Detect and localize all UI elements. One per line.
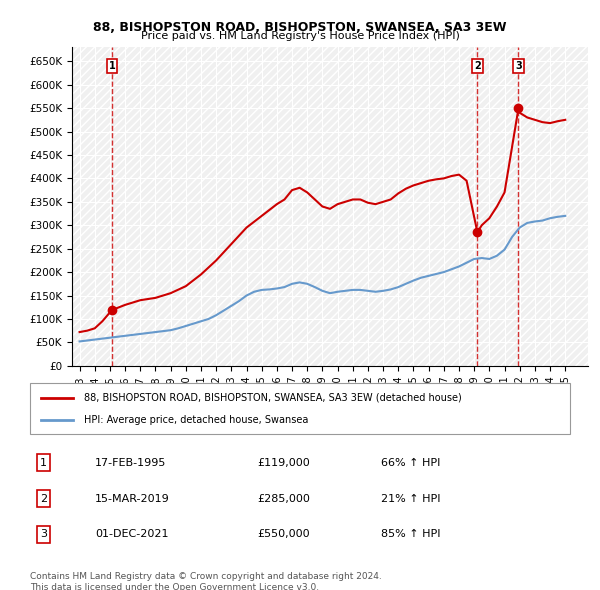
Text: Price paid vs. HM Land Registry's House Price Index (HPI): Price paid vs. HM Land Registry's House … [140, 31, 460, 41]
Text: £550,000: £550,000 [257, 529, 310, 539]
Text: HPI: Average price, detached house, Swansea: HPI: Average price, detached house, Swan… [84, 415, 308, 425]
Text: 85% ↑ HPI: 85% ↑ HPI [381, 529, 440, 539]
Text: 3: 3 [40, 529, 47, 539]
Text: 01-DEC-2021: 01-DEC-2021 [95, 529, 168, 539]
Text: 2: 2 [474, 61, 481, 71]
Text: 21% ↑ HPI: 21% ↑ HPI [381, 494, 440, 503]
Text: 2: 2 [40, 494, 47, 503]
Text: £119,000: £119,000 [257, 458, 310, 468]
Text: 66% ↑ HPI: 66% ↑ HPI [381, 458, 440, 468]
Text: 15-MAR-2019: 15-MAR-2019 [95, 494, 170, 503]
Text: £285,000: £285,000 [257, 494, 310, 503]
Text: 88, BISHOPSTON ROAD, BISHOPSTON, SWANSEA, SA3 3EW: 88, BISHOPSTON ROAD, BISHOPSTON, SWANSEA… [93, 21, 507, 34]
FancyBboxPatch shape [30, 384, 570, 434]
Text: 17-FEB-1995: 17-FEB-1995 [95, 458, 166, 468]
Text: 3: 3 [515, 61, 522, 71]
Text: 1: 1 [109, 61, 115, 71]
Text: Contains HM Land Registry data © Crown copyright and database right 2024.
This d: Contains HM Land Registry data © Crown c… [30, 572, 382, 590]
Text: 88, BISHOPSTON ROAD, BISHOPSTON, SWANSEA, SA3 3EW (detached house): 88, BISHOPSTON ROAD, BISHOPSTON, SWANSEA… [84, 392, 462, 402]
Text: 1: 1 [40, 458, 47, 468]
